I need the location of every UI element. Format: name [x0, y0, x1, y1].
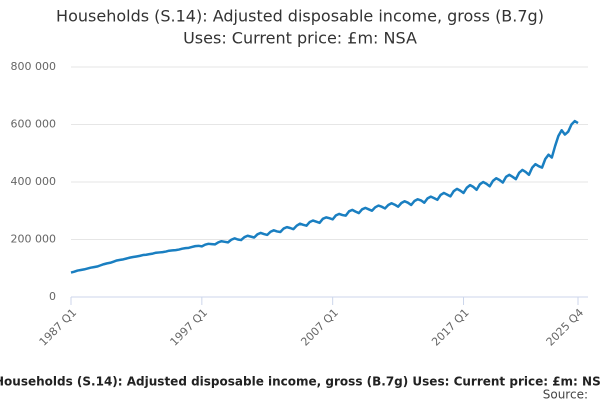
data-line [70, 119, 579, 274]
x-tick-label: 1987 Q1 [37, 306, 80, 349]
x-tick-label: 2007 Q1 [298, 306, 341, 349]
x-tick-label: 2025 Q4 [544, 306, 587, 349]
y-tick-label: 400 000 [11, 175, 57, 188]
chart-subtitle: Uses: Current price: £m: NSA [183, 29, 417, 48]
source: Source: [543, 388, 588, 400]
chart-title: Households (S.14): Adjusted disposable i… [56, 7, 544, 26]
y-tick-label: 0 [49, 290, 56, 303]
caption: Households (S.14): Adjusted disposable i… [0, 375, 600, 389]
x-tick-label: 1997 Q1 [168, 306, 211, 349]
y-tick-label: 600 000 [11, 118, 57, 131]
x-tick-label: 2017 Q1 [429, 306, 472, 349]
y-tick-label: 200 000 [11, 233, 57, 246]
y-tick-label: 800 000 [11, 60, 57, 73]
